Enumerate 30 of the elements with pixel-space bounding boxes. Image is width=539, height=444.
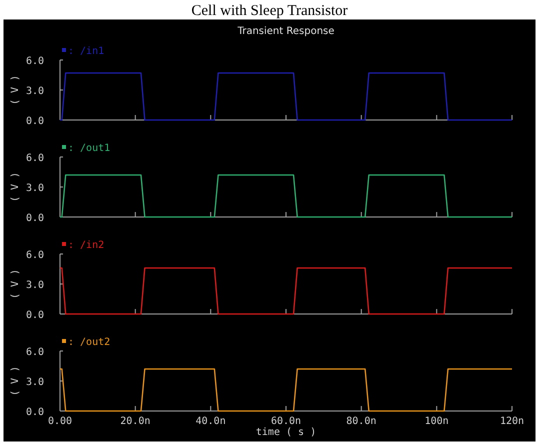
- legend-label: : /in1: [68, 46, 104, 57]
- x-tick-label: 120n: [500, 416, 524, 427]
- chart-title: Transient Response: [236, 26, 334, 37]
- x-tick-label: 80.0n: [346, 416, 376, 427]
- y-axis-title: ( V ): [10, 74, 21, 106]
- y-tick-label: 3.0: [26, 377, 44, 388]
- legend-label: : /out2: [68, 337, 110, 348]
- y-tick-label: 6.0: [26, 250, 44, 261]
- y-tick-label: 0.0: [26, 116, 44, 127]
- x-tick-label: 60.0n: [270, 416, 302, 427]
- legend-label: : /out1: [68, 143, 110, 154]
- y-tick-label: 3.0: [26, 86, 44, 97]
- y-tick-label: 3.0: [26, 183, 44, 194]
- y-tick-label: 0.0: [26, 407, 44, 418]
- legend-label: : /in2: [68, 240, 104, 251]
- x-tick-label: 40.0n: [196, 416, 226, 427]
- y-tick-label: 6.0: [26, 347, 44, 358]
- y-axis-title: ( V ): [10, 268, 21, 300]
- x-tick-label: 20.0n: [120, 416, 150, 427]
- y-tick-label: 0.0: [26, 310, 44, 321]
- x-axis-title: time ( s ): [256, 427, 316, 438]
- y-axis-title: ( V ): [10, 366, 21, 396]
- text: Cell with Sleep Transistor: [191, 3, 348, 19]
- y-tick-label: 6.0: [26, 56, 44, 67]
- y-tick-label: 3.0: [26, 280, 44, 291]
- x-tick-label: 100n: [424, 416, 449, 427]
- y-tick-label: 6.0: [26, 153, 44, 164]
- y-tick-label: 0.0: [26, 213, 44, 224]
- y-axis-title: ( V ): [10, 172, 21, 202]
- x-tick-label: 0.00: [48, 416, 72, 427]
